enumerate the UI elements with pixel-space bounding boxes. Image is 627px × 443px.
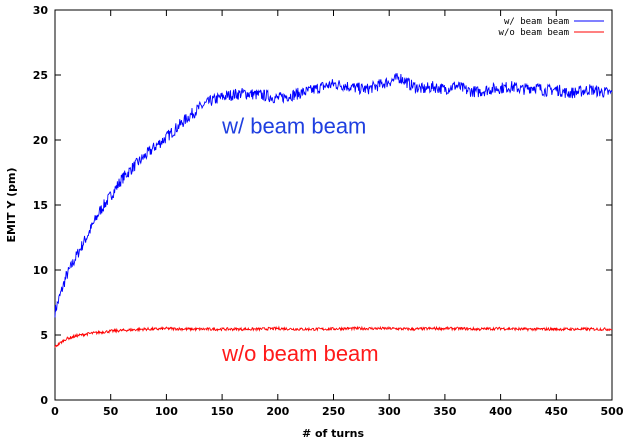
- x-tick-label: 50: [103, 405, 119, 418]
- series-line-1: [54, 325, 613, 348]
- x-axis-title: # of turns: [302, 427, 365, 440]
- x-tick-label: 350: [433, 405, 456, 418]
- x-tick-label: 0: [51, 405, 59, 418]
- y-tick-label: 20: [33, 134, 49, 147]
- x-tick-label: 150: [211, 405, 234, 418]
- series-line-0: [54, 72, 613, 318]
- x-tick-label: 250: [322, 405, 345, 418]
- legend-label: w/ beam beam: [504, 17, 569, 27]
- axis-ticks: 0 50 100 150 200 250 300 350 400 450 500 0 5 10 15 20 25…: [33, 4, 624, 418]
- legend-label: w/o beam beam: [499, 28, 569, 38]
- annotations: w/ beam beam w/o beam beam: [221, 114, 379, 367]
- x-tick-label: 450: [545, 405, 568, 418]
- series-lines: [54, 72, 613, 348]
- y-axis-title: EMIT Y (pm): [5, 167, 18, 242]
- annotation-label: w/o beam beam: [221, 341, 379, 366]
- x-tick-label: 100: [155, 405, 178, 418]
- y-tick-label: 30: [33, 4, 49, 17]
- y-tick-label: 10: [33, 264, 49, 277]
- y-tick-label: 5: [40, 329, 48, 342]
- y-tick-label: 15: [33, 199, 48, 212]
- x-tick-label: 200: [266, 405, 289, 418]
- y-tick-label: 25: [33, 69, 48, 82]
- x-tick-label: 300: [378, 405, 401, 418]
- y-tick-label: 0: [40, 394, 48, 407]
- annotation-label: w/ beam beam: [221, 114, 366, 139]
- x-tick-label: 400: [489, 405, 512, 418]
- x-tick-label: 500: [601, 405, 624, 418]
